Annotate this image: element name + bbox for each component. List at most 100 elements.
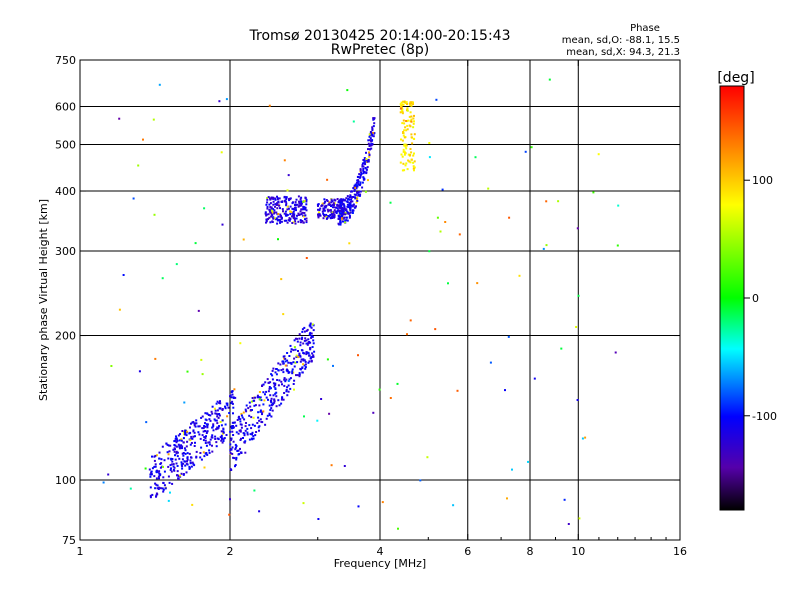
data-point-E/F1-trace-lower: [181, 465, 184, 468]
data-point-E/F1-trace-lower: [176, 474, 179, 477]
data-point-E/F1-trace-upper: [273, 385, 276, 388]
data-point-E/F1-trace-upper: [298, 372, 301, 375]
data-point-F2-rise: [339, 219, 342, 222]
data-point-F2-rise: [346, 205, 349, 208]
data-point-F2-block-1: [276, 203, 279, 206]
data-point-F2-block-1: [277, 213, 280, 215]
data-point-E/F1-trace-lower: [170, 458, 173, 461]
data-point-E/F1-trace-lower: [154, 482, 157, 485]
data-point-F2-block-1: [288, 197, 291, 200]
data-point-F2-rise: [355, 205, 357, 208]
data-point-E/F1-trace-upper: [242, 432, 245, 435]
data-point-E/F1-trace-upper: [285, 378, 288, 381]
data-point-E/F1-trace-lower: [159, 463, 162, 465]
data-point-noise: [328, 412, 331, 415]
data-point-X-trace-cusp: [413, 169, 415, 172]
data-point-noise: [581, 437, 584, 440]
data-point-E/F1-trace-lower: [190, 435, 193, 438]
data-point-F2-block-1: [283, 219, 286, 222]
stats-heading: Phase: [630, 23, 660, 34]
data-point-E/F1-trace-lower: [215, 441, 218, 444]
data-point-F2-block-1: [299, 213, 302, 216]
data-point-X-trace-cusp: [404, 152, 406, 155]
data-point-E/F1-trace-upper: [281, 396, 284, 399]
data-point-F2-block-1: [293, 208, 296, 211]
data-point-X-trace-cusp: [410, 118, 413, 121]
data-point-F2-rise: [350, 204, 353, 207]
data-point-E/F1-trace-upper: [258, 391, 261, 393]
data-point-F2-rise: [339, 212, 342, 215]
data-point-E/F1-trace-upper: [293, 365, 296, 368]
data-point-E/F1-trace-upper: [252, 396, 255, 399]
data-point-E/F1-trace-lower: [222, 438, 225, 441]
data-point-E/F1-trace-lower: [154, 463, 157, 466]
data-point-E/F1-trace-lower: [206, 430, 209, 433]
data-point-F2-block-1: [271, 221, 274, 223]
data-point-noise: [476, 282, 479, 285]
data-point-E/F1-trace-upper: [283, 384, 286, 387]
data-point-F2-rise: [371, 134, 374, 137]
data-point-F2-block-2: [317, 216, 320, 219]
data-point-noise: [167, 499, 170, 502]
data-point-E/F1-trace-lower: [173, 466, 176, 469]
data-point-E/F1-trace-upper: [241, 416, 244, 419]
data-point-F2-rise: [362, 172, 365, 175]
data-point-F2-block-2: [321, 202, 324, 205]
data-point-E/F1-trace-upper: [232, 440, 235, 443]
data-point-E/F1-trace-upper: [310, 359, 313, 362]
data-point-X-trace-cusp: [413, 138, 416, 140]
data-point-F2-block-1: [267, 196, 270, 199]
data-point-E/F1-trace-upper: [299, 360, 302, 363]
data-point-E/F1-trace-upper: [239, 447, 241, 450]
data-point-E/F1-trace-upper: [233, 421, 236, 424]
data-point-E/F1-trace-lower: [208, 449, 211, 452]
data-point-E/F1-trace-lower: [228, 412, 231, 414]
data-point-F2-block-1: [288, 219, 291, 222]
data-point-F2-block-1: [269, 221, 272, 224]
data-point-F2-rise: [368, 135, 371, 138]
data-point-F2-block-2: [328, 215, 330, 218]
data-point-F2-block-1: [284, 210, 287, 213]
data-point-E/F1-trace-lower: [195, 419, 198, 422]
data-point-F2-block-1: [296, 203, 299, 206]
data-point-E/F1-trace-upper: [234, 448, 237, 451]
data-point-E/F1-trace-lower: [193, 431, 196, 434]
data-point-F2-rise: [370, 147, 373, 150]
data-point-E/F1-trace-lower: [177, 443, 180, 446]
data-point-E/F1-trace-upper: [284, 364, 287, 367]
data-point-F2-block-1: [270, 197, 273, 200]
data-point-E/F1-trace-lower: [174, 458, 177, 461]
data-point-noise: [545, 244, 548, 247]
data-point-E/F1-trace-upper: [268, 386, 271, 388]
data-point-F2-block-1: [297, 195, 300, 198]
data-point-F2-block-1: [271, 211, 274, 214]
data-point-E/F1-trace-upper: [245, 404, 248, 407]
data-point-F2-block-1: [300, 221, 302, 224]
data-point-X-trace-cusp: [401, 122, 404, 125]
data-point-E/F1-trace-lower: [158, 451, 161, 454]
data-point-E/F1-trace-upper: [282, 368, 285, 371]
data-point-E/F1-trace-lower: [214, 435, 217, 438]
data-point-E/F1-trace-upper: [235, 431, 238, 434]
data-point-E/F1-trace-upper: [261, 413, 263, 416]
data-point-E/F1-trace-lower: [224, 407, 227, 410]
data-point-E/F1-trace-lower: [215, 445, 218, 448]
data-point-F2-rise: [357, 193, 360, 196]
data-point-E/F1-trace-upper: [269, 409, 272, 411]
data-point-E/F1-trace-upper: [305, 342, 308, 345]
data-point-E/F1-trace-upper: [289, 387, 292, 390]
data-point-E/F1-trace-upper: [309, 348, 312, 351]
data-point-F2-block-2: [331, 214, 334, 217]
data-point-E/F1-trace-lower: [173, 447, 176, 450]
data-point-E/F1-trace-lower: [174, 444, 177, 447]
data-point-F2-rise: [361, 181, 364, 184]
data-point-F2-block-1: [270, 206, 273, 209]
data-point-E/F1-trace-lower: [224, 423, 227, 426]
data-point-F2-block-2: [323, 209, 326, 212]
data-point-E/F1-trace-upper: [258, 419, 261, 422]
data-point-E/F1-trace-upper: [238, 417, 241, 420]
data-point-E/F1-trace-lower: [178, 457, 181, 460]
data-point-E/F1-trace-lower: [149, 475, 152, 478]
data-point-E/F1-trace-lower: [192, 430, 195, 433]
data-point-F2-rise: [350, 198, 353, 201]
